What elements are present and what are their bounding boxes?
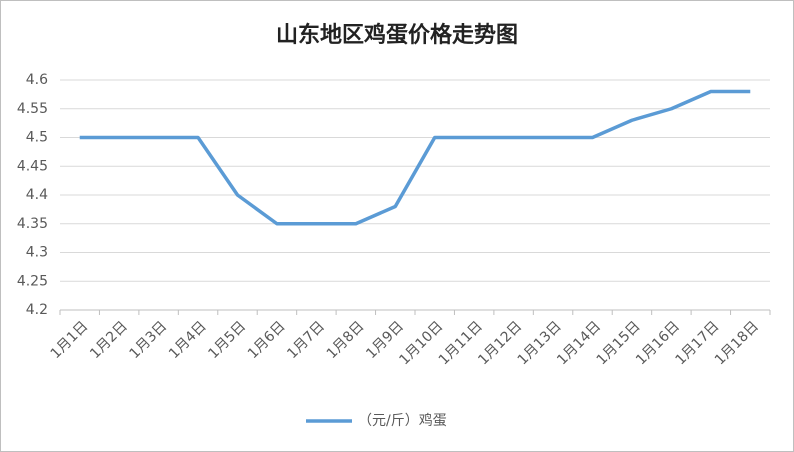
y-tick-label: 4.4 — [26, 187, 48, 203]
y-tick-label: 4.35 — [17, 216, 48, 232]
legend-label: （元/斤）鸡蛋 — [358, 412, 447, 429]
y-tick-label: 4.55 — [17, 101, 48, 117]
y-tick-label: 4.6 — [26, 72, 48, 88]
y-tick-label: 4.2 — [26, 302, 48, 318]
y-tick-label: 4.5 — [26, 130, 48, 146]
line — [79, 89, 751, 226]
y-tick-label: 4.25 — [17, 273, 48, 289]
y-tick-label: 4.45 — [17, 158, 48, 174]
y-tick-label: 4.3 — [26, 245, 48, 261]
chart-title: 山东地区鸡蛋价格走势图 — [276, 22, 518, 48]
